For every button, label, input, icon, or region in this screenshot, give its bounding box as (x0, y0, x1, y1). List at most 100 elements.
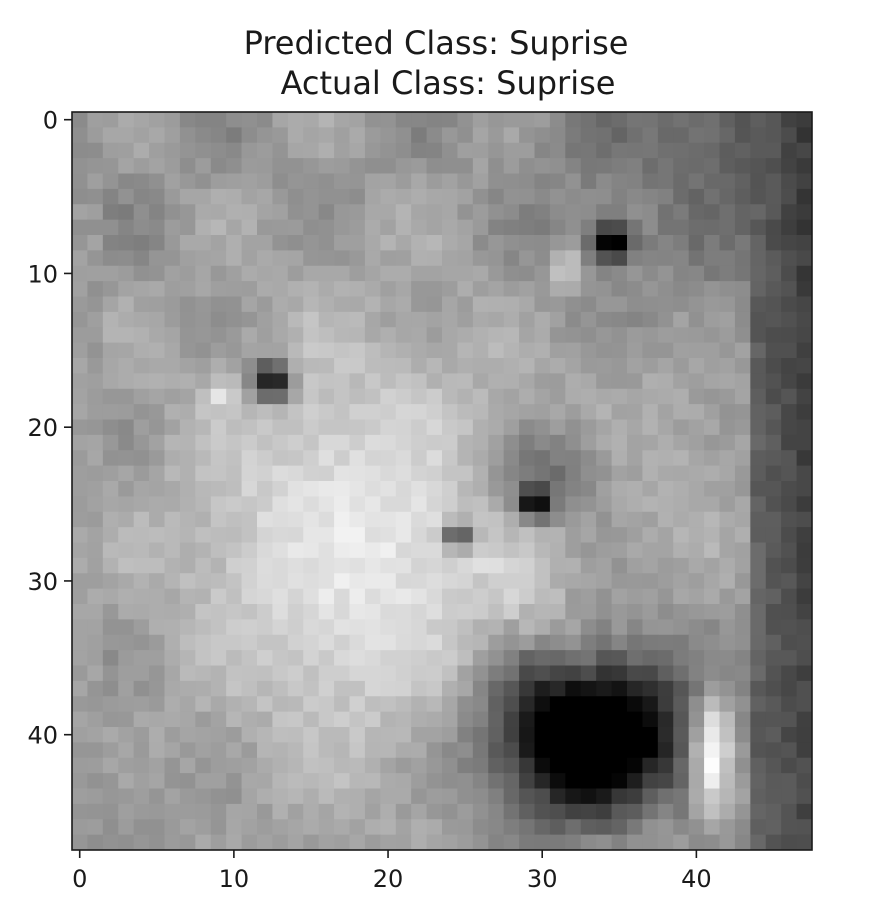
heatmap-cell (164, 757, 181, 774)
heatmap-cell (442, 511, 458, 528)
heatmap-cell (118, 511, 135, 528)
heatmap-cell (503, 158, 520, 174)
heatmap-cell (210, 803, 227, 820)
heatmap-cell (765, 588, 782, 605)
heatmap-cell (72, 112, 88, 128)
heatmap-cell (796, 757, 813, 774)
heatmap-cell (87, 496, 104, 513)
heatmap-cell (519, 434, 535, 451)
heatmap-cell (133, 465, 150, 482)
heatmap-cell (503, 142, 520, 159)
heatmap-cell (472, 188, 489, 205)
heatmap-cell (549, 481, 566, 497)
heatmap-cell (164, 296, 181, 313)
heatmap-cell (272, 711, 289, 728)
heatmap-cell (303, 604, 320, 620)
heatmap-cell (257, 388, 273, 405)
heatmap-cell (719, 634, 736, 651)
heatmap-cell (596, 773, 612, 789)
heatmap-cell (164, 388, 181, 405)
heatmap-cell (565, 419, 582, 436)
heatmap-cell (257, 680, 273, 697)
heatmap-cell (472, 604, 489, 620)
heatmap-cell (272, 773, 289, 789)
heatmap-cell (102, 373, 119, 390)
heatmap-cell (657, 803, 674, 820)
heatmap-cell (164, 235, 181, 251)
heatmap-cell (318, 373, 335, 390)
heatmap-cell (149, 757, 165, 774)
heatmap-cell (781, 434, 797, 451)
heatmap-cell (642, 219, 659, 236)
heatmap-cell (102, 757, 119, 774)
heatmap-cell (688, 373, 705, 390)
heatmap-cell (426, 634, 443, 651)
y-tick-label: 30 (27, 568, 58, 596)
heatmap-cell (611, 665, 628, 682)
heatmap-cell (334, 419, 350, 436)
heatmap-cell (704, 419, 720, 436)
heatmap-cell (519, 481, 535, 497)
heatmap-cell (611, 680, 628, 697)
heatmap-cell (642, 127, 659, 144)
heatmap-cell (750, 527, 767, 543)
heatmap-cell (380, 542, 397, 559)
heatmap-cell (102, 434, 119, 451)
heatmap-cell (380, 680, 397, 697)
heatmap-cell (102, 311, 119, 328)
heatmap-cell (226, 773, 242, 789)
heatmap-cell (380, 342, 397, 359)
heatmap-cell (704, 296, 720, 313)
heatmap-cell (688, 358, 705, 374)
heatmap-cell (318, 112, 335, 128)
heatmap-cell (364, 404, 381, 420)
heatmap-cell (364, 265, 381, 282)
heatmap-cell (519, 803, 535, 820)
heatmap-cell (287, 834, 304, 851)
heatmap-cell (334, 650, 350, 666)
heatmap-cell (734, 803, 751, 820)
heatmap-cell (719, 404, 736, 420)
heatmap-cell (164, 742, 181, 759)
heatmap-cell (395, 342, 412, 359)
heatmap-cell (303, 711, 320, 728)
heatmap-cell (796, 542, 813, 559)
heatmap-cell (226, 634, 242, 651)
heatmap-cell (195, 773, 212, 789)
heatmap-cell (133, 650, 150, 666)
heatmap-cell (257, 450, 273, 467)
heatmap-cell (642, 281, 659, 297)
heatmap-cell (272, 419, 289, 436)
heatmap-cell (318, 204, 335, 221)
heatmap-cell (257, 573, 273, 590)
heatmap-cell (657, 250, 674, 267)
heatmap-cell (642, 496, 659, 513)
heatmap-cell (503, 511, 520, 528)
heatmap-cell (195, 219, 212, 236)
heatmap-cell (303, 819, 320, 836)
heatmap-cell (303, 281, 320, 297)
heatmap-cell (596, 573, 612, 590)
heatmap-cell (349, 434, 366, 451)
heatmap-cell (472, 142, 489, 159)
heatmap-cell (611, 158, 628, 174)
heatmap-cell (318, 404, 335, 420)
heatmap-cell (395, 142, 412, 159)
heatmap-cell (642, 727, 659, 743)
heatmap-cell (149, 235, 165, 251)
heatmap-cell (688, 327, 705, 344)
heatmap-cell (149, 680, 165, 697)
heatmap-cell (364, 634, 381, 651)
heatmap-cell (796, 604, 813, 620)
heatmap-cell (395, 819, 412, 836)
heatmap-cell (287, 557, 304, 574)
heatmap-cell (426, 142, 443, 159)
heatmap-cell (734, 542, 751, 559)
heatmap-cell (349, 188, 366, 205)
heatmap-cell (133, 158, 150, 174)
heatmap-cell (195, 619, 212, 636)
heatmap-cell (287, 650, 304, 666)
heatmap-cell (334, 373, 350, 390)
heatmap-cell (133, 711, 150, 728)
heatmap-cell (781, 665, 797, 682)
